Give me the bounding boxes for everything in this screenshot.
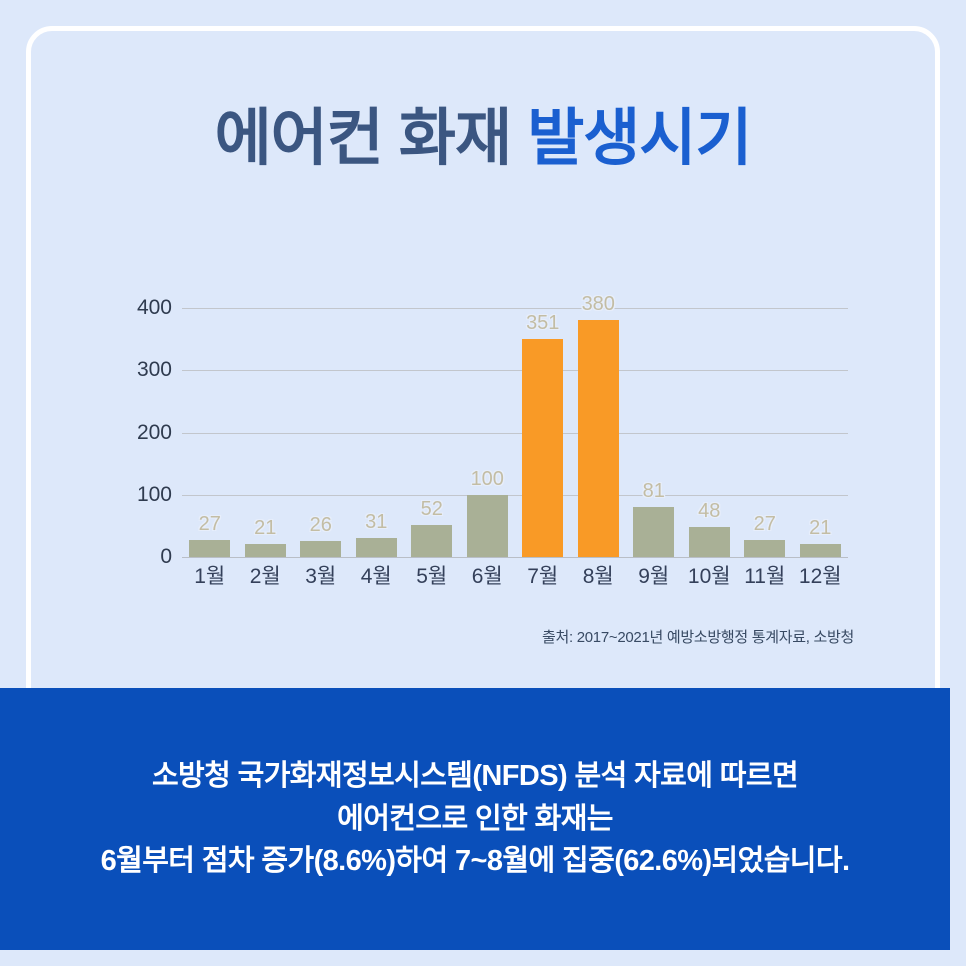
bar-9월[interactable] bbox=[633, 506, 675, 557]
bar-10월[interactable] bbox=[688, 527, 730, 557]
y-tick-label: 300 bbox=[136, 358, 172, 382]
bar-series: 27 21 26 31 52 100 351 380 81 48 27 21 bbox=[182, 294, 848, 557]
bar-5월[interactable] bbox=[411, 524, 453, 557]
title-part-dark: 에어컨 화재 bbox=[214, 104, 512, 173]
bar-12월[interactable] bbox=[799, 543, 841, 557]
bar-value-label: 48 bbox=[698, 500, 721, 523]
bar-3월[interactable] bbox=[300, 540, 342, 557]
bar-value-label: 21 bbox=[254, 516, 277, 539]
bar-7월[interactable] bbox=[522, 338, 564, 557]
bar-value-label: 380 bbox=[581, 293, 615, 316]
page-title: 에어컨 화재 발생시기 bbox=[0, 108, 966, 170]
bar-value-label: 27 bbox=[198, 513, 221, 536]
x-tick-label-8월: 8월 bbox=[582, 565, 614, 588]
bar-11월[interactable] bbox=[744, 540, 786, 557]
gridline-300 bbox=[182, 370, 848, 372]
bar-value-label: 52 bbox=[420, 497, 443, 520]
footer-text: 소방청 국가화재정보시스템(NFDS) 분석 자료에 따르면 에어컨으로 인한 … bbox=[0, 755, 950, 883]
gridline-200 bbox=[182, 432, 848, 434]
bar-value-label: 21 bbox=[809, 516, 832, 539]
footer-line-2: 에어컨으로 인한 화재는 bbox=[337, 802, 613, 835]
y-tick-label: 100 bbox=[136, 482, 172, 506]
y-tick-label: 400 bbox=[136, 296, 172, 319]
bar-6월[interactable] bbox=[466, 494, 508, 557]
x-tick-label-11월: 11월 bbox=[744, 565, 786, 588]
title-part-blue: 발생시기 bbox=[511, 104, 752, 173]
bar-value-label: 27 bbox=[753, 513, 776, 536]
bar-chart: 0 100 200 300 400 27 21 26 31 52 100 351 380 81 48 27 2… bbox=[136, 294, 854, 646]
bar-1월[interactable] bbox=[189, 540, 231, 557]
x-tick-label-12월: 12월 bbox=[798, 565, 842, 588]
bar-value-label: 351 bbox=[526, 311, 560, 334]
bar-4월[interactable] bbox=[355, 537, 397, 557]
bar-2월[interactable] bbox=[244, 543, 286, 557]
source-note: 출처: 2017~2021년 예방소방행정 통계자료, 소방청 bbox=[541, 629, 854, 646]
x-tick-label-5월: 5월 bbox=[416, 565, 448, 588]
x-tick-label-4월: 4월 bbox=[360, 565, 392, 588]
gridline-100 bbox=[182, 494, 848, 496]
x-tick-label-1월: 1월 bbox=[194, 565, 226, 588]
x-tick-label-6월: 6월 bbox=[471, 565, 503, 588]
gridline-0 bbox=[182, 557, 848, 558]
footer-line-1: 소방청 국가화재정보시스템(NFDS) 분석 자료에 따르면 bbox=[151, 760, 799, 793]
x-tick-label-10월: 10월 bbox=[687, 565, 731, 588]
footer-panel: 소방청 국가화재정보시스템(NFDS) 분석 자료에 따르면 에어컨으로 인한 … bbox=[0, 688, 950, 950]
bar-value-label: 31 bbox=[365, 510, 388, 533]
x-tick-label-3월: 3월 bbox=[305, 565, 337, 588]
x-tick-label-2월: 2월 bbox=[249, 565, 281, 588]
y-tick-label: 0 bbox=[160, 545, 172, 568]
gridline-400 bbox=[182, 308, 848, 309]
y-tick-label: 200 bbox=[136, 420, 172, 444]
footer-line-3: 6월부터 점차 증가(8.6%)하여 7~8월에 집중(62.6%)되었습니다. bbox=[100, 845, 850, 878]
bar-value-label: 81 bbox=[642, 479, 665, 502]
x-tick-label-9월: 9월 bbox=[638, 565, 670, 588]
plot-area: 27 21 26 31 52 100 351 380 81 48 27 21 bbox=[182, 294, 848, 558]
bar-value-label: 26 bbox=[309, 513, 332, 536]
bar-8월[interactable] bbox=[577, 320, 619, 557]
bar-value-label: 100 bbox=[470, 467, 504, 490]
x-tick-label-7월: 7월 bbox=[527, 565, 559, 588]
